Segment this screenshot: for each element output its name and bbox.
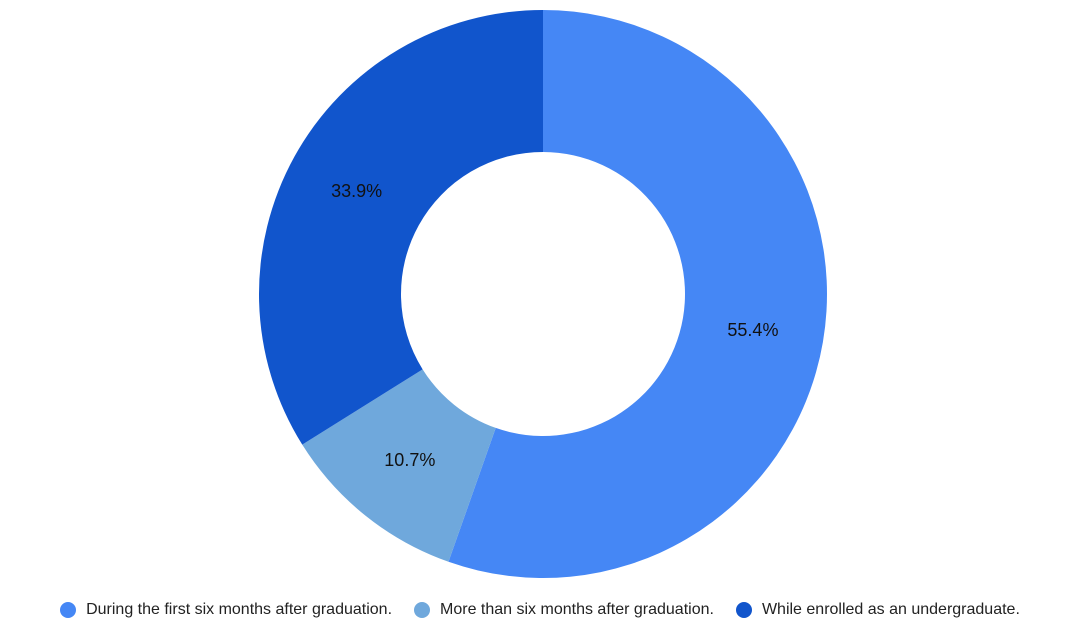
donut-slice-first-six-months — [448, 10, 827, 579]
donut-slice-more-than-six-months — [302, 369, 496, 562]
legend-label-while-enrolled: While enrolled as an undergraduate. — [761, 601, 1020, 618]
donut-chart-svg: 55.4% 10.7% 33.9% — [259, 10, 827, 579]
legend-marker-more-than-six-months — [414, 602, 431, 618]
donut-slice-while-enrolled — [259, 10, 543, 445]
slice-value-label-while-enrolled: 33.9% — [331, 181, 382, 201]
legend-marker-first-six-months — [60, 602, 77, 618]
legend-item-first-six-months: During the first six months after gradua… — [60, 601, 392, 619]
slice-value-label-first-six-months: 55.4% — [727, 320, 778, 340]
legend-item-more-than-six-months: More than six months after graduation. — [414, 601, 714, 619]
legend-label-more-than-six-months: More than six months after graduation. — [440, 601, 714, 618]
legend-item-while-enrolled: While enrolled as an undergraduate. — [735, 601, 1020, 619]
legend-label-first-six-months: During the first six months after gradua… — [86, 601, 393, 618]
slice-value-label-more-than-six-months: 10.7% — [384, 450, 435, 470]
chart-legend: During the first six months after gradua… — [0, 596, 1080, 624]
legend-marker-while-enrolled — [735, 602, 752, 618]
